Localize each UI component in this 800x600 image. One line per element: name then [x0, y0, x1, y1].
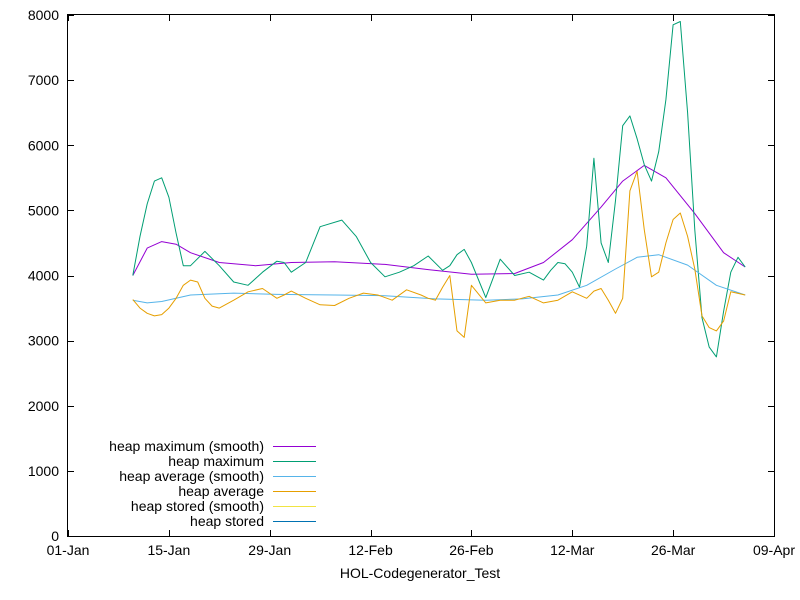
y-tick-label: 2000	[28, 398, 59, 414]
legend-label: heap stored (smooth)	[131, 498, 264, 514]
legend-label: heap maximum (smooth)	[109, 438, 264, 454]
y-tick-label: 7000	[28, 72, 59, 88]
x-tick-label: 12-Mar	[550, 542, 595, 558]
legend-label: heap average (smooth)	[119, 468, 264, 484]
series-line-heap-maximum	[132, 21, 746, 358]
y-tick-label: 0	[51, 528, 59, 544]
y-tick-label: 1000	[28, 463, 59, 479]
x-tick-label: 15-Jan	[147, 542, 190, 558]
x-tick-label: 29-Jan	[248, 542, 291, 558]
x-tick-label: 26-Feb	[449, 542, 494, 558]
y-tick-label: 6000	[28, 137, 59, 153]
series-layer	[132, 21, 746, 358]
legend-label: heap stored	[190, 513, 264, 529]
series-line-heap-average	[132, 170, 746, 338]
x-axis-label: HOL-Codegenerator_Test	[340, 565, 500, 581]
x-tick-label: 09-Apr	[753, 542, 795, 558]
y-tick-label: 3000	[28, 333, 59, 349]
y-tick-label: 8000	[28, 7, 59, 23]
x-tick-label: 12-Feb	[348, 542, 393, 558]
legend-label: heap maximum	[168, 453, 264, 469]
series-line-heap-average-smooth	[132, 254, 746, 304]
x-tick-label: 26-Mar	[651, 542, 696, 558]
series-line-heap-maximum-smooth	[132, 164, 746, 276]
legend-label: heap average	[178, 483, 264, 499]
x-tick-label: 01-Jan	[47, 542, 90, 558]
plot-frame	[67, 14, 775, 537]
axis-ticks: 0 1000 2000 3000 4000 5000 6000 7000 8000 01-Jan 1…	[28, 7, 795, 558]
y-tick-label: 4000	[28, 268, 59, 284]
y-tick-label: 5000	[28, 202, 59, 218]
